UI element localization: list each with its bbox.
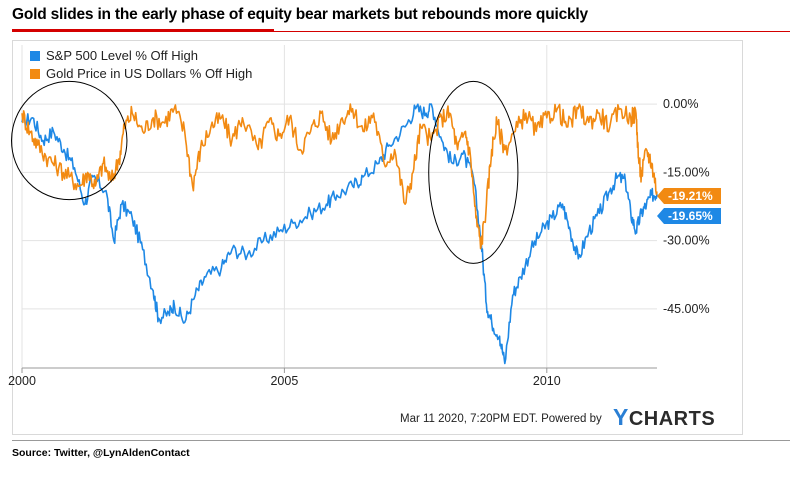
x-tick-label: 2010: [533, 374, 561, 388]
annotation-ellipses: [11, 80, 519, 264]
x-tick-label: 2005: [270, 374, 298, 388]
legend-label: Gold Price in US Dollars % Off High: [46, 66, 252, 81]
last-value-badges: -19.21% -19.65%: [657, 188, 721, 224]
series-lines: [21, 103, 658, 365]
last-value-badge: [657, 208, 721, 224]
y-tick-label: -15.00%: [663, 165, 710, 179]
legend: S&P 500 Level % Off High Gold Price in US…: [30, 48, 252, 81]
y-tick-label: -30.00%: [663, 234, 710, 248]
logo-y: Y: [613, 404, 629, 430]
last-value-label: -19.21%: [668, 189, 713, 203]
series-line-gold: [21, 103, 658, 250]
grid-lines: [21, 45, 657, 368]
axes: 0.00% -15.00% -30.00% -45.00% 2000 2005 2010: [8, 97, 709, 388]
chart-title: Gold slides in the early phase of equity…: [12, 6, 588, 23]
timestamp-text: Mar 11 2020, 7:20PM EDT.: [400, 413, 538, 425]
annotation-ellipse-2: [428, 80, 519, 264]
annotation-ellipse-1: [11, 80, 128, 201]
last-value-label: -19.65%: [668, 209, 713, 223]
legend-swatch: [30, 51, 40, 61]
last-value-badge: [657, 188, 721, 204]
y-tick-label: -45.00%: [663, 302, 710, 316]
footer-rule: [12, 440, 790, 441]
chart-frame: [12, 40, 743, 435]
chart-timestamp: Mar 11 2020, 7:20PM EDT. Powered by: [400, 413, 602, 425]
series-line-sp500: [21, 103, 658, 365]
title-underline: [274, 31, 790, 32]
source-note: Source: Twitter, @LynAldenContact: [12, 447, 190, 459]
y-tick-label: 0.00%: [663, 97, 698, 111]
legend-swatch: [30, 69, 40, 79]
logo-rest: CHARTS: [628, 408, 716, 430]
ycharts-logo: YCHARTS: [613, 404, 715, 431]
legend-label: S&P 500 Level % Off High: [46, 48, 198, 63]
title-underline-accent: [12, 29, 274, 32]
x-tick-label: 2000: [8, 374, 36, 388]
powered-by-text: Powered by: [541, 413, 602, 425]
